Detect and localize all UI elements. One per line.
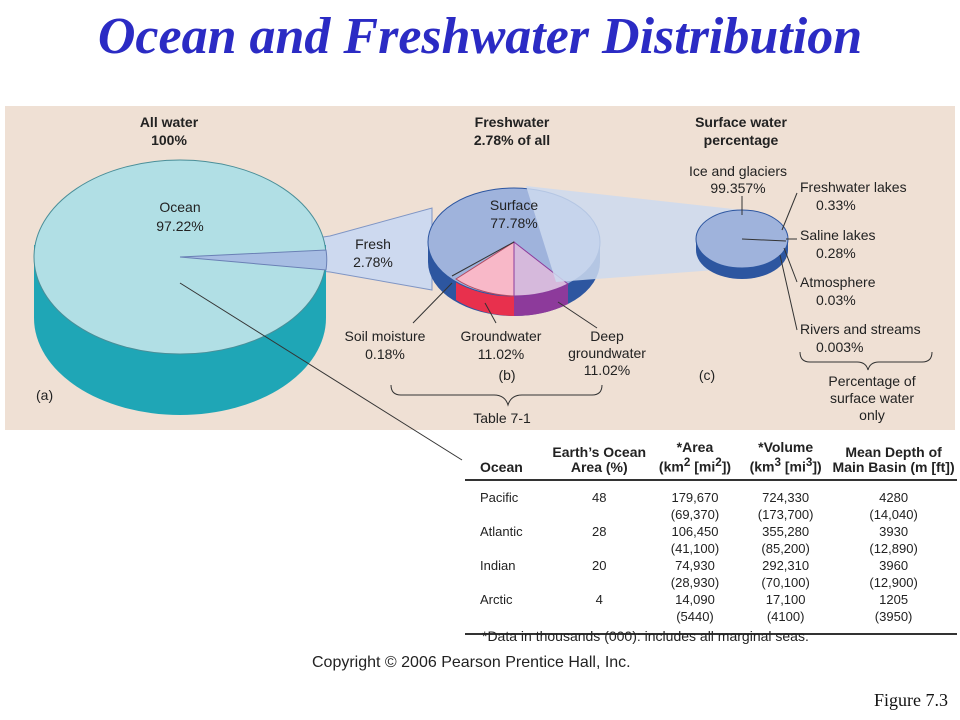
cell-area: 179,670 (69,370) [670,489,720,522]
header-depth: Mean Depth of Main Basin (m [ft]) [830,440,957,481]
slide-title: Ocean and Freshwater Distribution [97,8,863,65]
leader-lines [179,192,798,461]
copyright-notice: Copyright © 2006 Pearson Prentice Hall, … [312,654,631,671]
ocean-pie [33,159,328,415]
table-row-atlantic: Atlantic 28 106,450 (41,100) 355,280 (85,2… [465,523,957,557]
header-area: *Area (km2 [mi2]) [648,440,742,481]
ocean-data-table: Ocean Earth’s Ocean Area (%) *Area (km2 [m… [465,440,957,635]
cell-volume: 17,100 (4100) [741,590,831,635]
surface-water-pie [695,209,789,279]
cell-depth: 3930 (12,890) [869,523,918,556]
cell-ocean: Atlantic [480,523,523,539]
all-water-pct: 100% [151,132,187,148]
groundwater-slice [455,241,515,297]
rivers-streams-label: Rivers and streams [800,321,921,337]
cell-area: 74,930 (28,930) [670,557,720,590]
groundwater-pct: 11.02% [478,346,524,362]
surface-wedge-connector [526,186,742,282]
atmosphere-label: Atmosphere [800,274,876,290]
freshwater-header: Freshwater [475,114,550,130]
saline-lakes-label: Saline lakes [800,227,876,243]
ice-glaciers-pct: 99.357% [710,180,765,196]
panel-b-letter: (b) [498,367,515,383]
cell-area: 106,450 (41,100) [670,523,720,556]
cell-area-pct: 20 [592,557,607,573]
groundwater-label: Groundwater [461,328,542,344]
soil-moisture-label: Soil moisture [345,328,426,344]
surface-water-header: Surface water [695,114,787,130]
saline-lakes-divider [741,238,787,242]
cell-depth: 3960 (12,900) [869,557,918,590]
rivers-streams-pct: 0.003% [816,339,863,355]
all-water-header: All water [140,114,199,130]
table-ref-brace [390,384,603,407]
fresh-slice [179,249,328,271]
surface-only-note-1: Percentage of [828,373,915,389]
panel-a-letter: (a) [36,387,53,403]
header-ocean: Ocean [465,440,550,481]
freshwater-pct-header: 2.78% of all [474,132,550,148]
deep-groundwater-pct: 11.02% [584,362,630,378]
deep-groundwater-side [514,284,568,316]
soil-moisture-slice [451,241,515,277]
soil-moisture-pct: 0.18% [365,346,405,362]
panel-c-letter: (c) [699,367,715,383]
surface-only-note-3: only [859,407,885,423]
ice-glaciers-label: Ice and glaciers [689,163,787,179]
deep-groundwater-label-1: Deep [590,328,624,344]
figure-number: Figure 7.3 [874,690,948,710]
surface-only-note-2: surface water [830,390,914,406]
cell-area-pct: 4 [549,590,649,635]
table-ref: Table 7-1 [473,410,531,426]
surface-only-brace [799,351,933,371]
cell-volume: 724,330 (173,700) [757,489,814,522]
cell-depth: 1205 (3950) [830,590,957,635]
cell-area-pct: 48 [592,489,607,505]
table-row-arctic: Arctic 4 14,090 (5440) 17,100 (4100) 1205(… [465,590,957,635]
deep-groundwater-slice [513,240,569,297]
ocean-pct: 97.22% [156,218,203,234]
cell-ocean: Arctic [465,590,550,635]
cell-ocean: Pacific [480,489,519,505]
cell-depth: 4280 (14,040) [869,489,918,522]
header-volume: *Volume (km3 [mi3]) [741,440,831,481]
deep-groundwater-label-2: groundwater [568,345,646,361]
header-area-pct: Earth’s Ocean Area (%) [549,440,649,481]
saline-lakes-pct: 0.28% [816,245,856,261]
surface-label: Surface [490,197,538,213]
atmosphere-pct: 0.03% [816,292,856,308]
cell-area: 14,090 (5440) [648,590,742,635]
cell-volume: 355,280 (85,200) [761,523,810,556]
freshwater-lakes-label: Freshwater lakes [800,179,907,195]
ocean-label: Ocean [159,199,200,215]
freshwater-lakes-pct: 0.33% [816,197,856,213]
table-row-pacific: Pacific 48 179,670 (69,370) 724,330 (173,7… [465,480,957,523]
fresh-label: Fresh [355,236,391,252]
table-footnote: *Data in thousands (000): includes all m… [482,628,809,644]
cell-ocean: Indian [480,557,516,573]
cell-area-pct: 28 [592,523,607,539]
table-header-row: Ocean Earth’s Ocean Area (%) *Area (km2 [m… [465,440,957,481]
cell-volume: 292,310 (70,100) [761,557,810,590]
surface-pct: 77.78% [490,215,537,231]
fresh-pct: 2.78% [353,254,393,270]
surface-water-header-2: percentage [704,132,779,148]
table-row-indian: Indian 20 74,930 (28,930) 292,310 (70,100)… [465,557,957,591]
